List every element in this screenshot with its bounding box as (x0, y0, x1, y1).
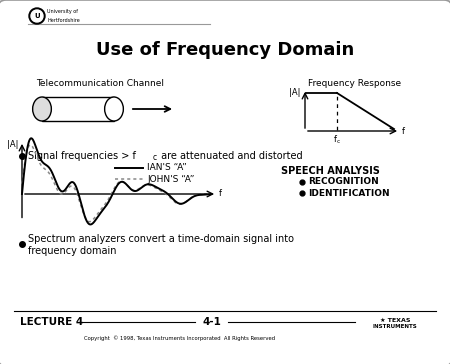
Text: INSTRUMENTS: INSTRUMENTS (373, 324, 418, 328)
Text: f$_\mathregular{c}$: f$_\mathregular{c}$ (333, 134, 341, 146)
Bar (42, 97, 114, 121)
Text: |A|: |A| (8, 140, 19, 149)
Circle shape (31, 10, 43, 22)
Text: University of: University of (47, 9, 78, 14)
Text: ★ TEXAS: ★ TEXAS (380, 317, 410, 323)
Text: 4-1: 4-1 (202, 317, 221, 327)
Text: LECTURE 4: LECTURE 4 (20, 317, 83, 327)
Text: f: f (219, 190, 222, 198)
Ellipse shape (105, 97, 123, 121)
Text: Copyright  © 1998, Texas Instruments Incorporated  All Rights Reserved: Copyright © 1998, Texas Instruments Inco… (85, 335, 275, 341)
Text: c: c (153, 154, 157, 162)
Text: IDENTIFICATION: IDENTIFICATION (308, 189, 390, 198)
Text: Hertfordshire: Hertfordshire (47, 18, 80, 23)
Text: f: f (402, 127, 405, 135)
Text: are attenuated and distorted: are attenuated and distorted (158, 151, 302, 161)
Text: frequency domain: frequency domain (28, 246, 117, 256)
Text: IAN'S “A”: IAN'S “A” (147, 163, 187, 173)
Text: Spectrum analyzers convert a time-domain signal into: Spectrum analyzers convert a time-domain… (28, 234, 294, 244)
Text: Frequency Response: Frequency Response (308, 79, 401, 88)
Text: |A|: |A| (289, 88, 301, 97)
Text: JOHN'S “A”: JOHN'S “A” (147, 174, 194, 183)
Ellipse shape (33, 97, 51, 121)
Text: Telecommunication Channel: Telecommunication Channel (36, 79, 164, 88)
Circle shape (29, 8, 45, 24)
Text: Signal frequencies > f: Signal frequencies > f (28, 151, 136, 161)
Text: U: U (34, 13, 40, 19)
Text: RECOGNITION: RECOGNITION (308, 178, 379, 186)
Text: Use of Frequency Domain: Use of Frequency Domain (96, 41, 354, 59)
Text: SPEECH ANALYSIS: SPEECH ANALYSIS (280, 166, 379, 176)
